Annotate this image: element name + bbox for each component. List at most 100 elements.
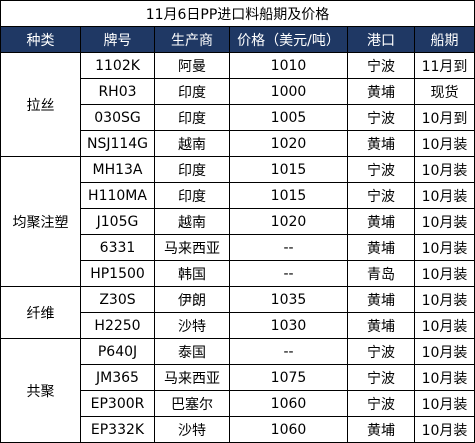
category-cell: 拉丝	[0, 52, 81, 157]
shipment-cell: 10月装	[413, 390, 475, 417]
header-row: 种类 牌号 生产商 价格（美元/吨） 港口 船期	[0, 26, 475, 53]
grade-cell: Z30S	[80, 286, 155, 313]
table-row: 纤维 Z30S 伊朗 1035 黄埔 10月装	[0, 286, 475, 339]
header-port: 港口	[347, 26, 415, 53]
shipment-cell: 10月装	[413, 156, 475, 183]
category-cell: 均聚注塑	[0, 156, 81, 287]
producer-cell: 阿曼	[154, 52, 230, 79]
shipment-cell: 10月装	[413, 364, 475, 391]
price-cell: 1030	[229, 312, 348, 339]
table-row: H110MA 印度 1015 宁波 10月装	[1, 182, 475, 209]
table-row: J105G 越南 1020 黄埔 10月装	[1, 208, 475, 235]
price-cell: 1035	[229, 286, 348, 313]
price-cell: 1000	[229, 78, 348, 105]
producer-cell: 泰国	[154, 338, 230, 365]
producer-cell: 印度	[154, 104, 230, 131]
table-row: HP1500 韩国 -- 青岛 10月装	[1, 260, 475, 287]
price-cell: 1060	[229, 416, 348, 443]
shipment-cell: 11月到	[413, 52, 475, 79]
port-cell: 黄埔	[347, 416, 415, 443]
port-cell: 黄埔	[347, 208, 415, 235]
table-row: JM365 马来西亚 1075 宁波 10月装	[1, 364, 475, 391]
grade-cell: J105G	[80, 208, 155, 235]
shipment-cell: 10月装	[413, 338, 475, 365]
price-cell: 1005	[229, 104, 348, 131]
producer-cell: 沙特	[154, 312, 230, 339]
port-cell: 宁波	[347, 182, 415, 209]
port-cell: 宁波	[347, 390, 415, 417]
producer-cell: 印度	[154, 156, 230, 183]
producer-cell: 印度	[154, 182, 230, 209]
category-cell: 纤维	[0, 286, 81, 339]
table-row: EP300R 巴塞尔 1060 宁波 10月装	[1, 390, 475, 417]
grade-cell: EP300R	[80, 390, 155, 417]
producer-cell: 越南	[154, 208, 230, 235]
port-cell: 黄埔	[347, 78, 415, 105]
table-row: 6331 马来西亚 -- 黄埔 10月装	[1, 234, 475, 261]
price-cell: 1015	[229, 156, 348, 183]
shipment-cell: 10月装	[413, 208, 475, 235]
grade-cell: RH03	[80, 78, 155, 105]
producer-cell: 伊朗	[154, 286, 230, 313]
grade-cell: EP332K	[80, 416, 155, 443]
port-cell: 宁波	[347, 338, 415, 365]
table-row: NSJ114G 越南 1020 黄埔 10月装	[1, 130, 475, 157]
price-cell: --	[229, 338, 348, 365]
shipment-cell: 10月装	[413, 130, 475, 157]
header-producer: 生产商	[154, 26, 230, 53]
table-row: 均聚注塑 MH13A 印度 1015 宁波 10月装	[0, 156, 475, 287]
grade-cell: 1102K	[80, 52, 155, 79]
producer-cell: 巴塞尔	[154, 390, 230, 417]
port-cell: 黄埔	[347, 286, 415, 313]
shipment-cell: 10月装	[413, 182, 475, 209]
grade-cell: JM365	[80, 364, 155, 391]
price-cell: --	[229, 260, 348, 287]
shipment-cell: 10月装	[413, 234, 475, 261]
producer-cell: 马来西亚	[154, 234, 230, 261]
port-cell: 黄埔	[347, 234, 415, 261]
grade-cell: MH13A	[80, 156, 155, 183]
grade-cell: H2250	[80, 312, 155, 339]
table-row: 拉丝 1102K 阿曼 1010 宁波 11月到	[0, 52, 475, 157]
port-cell: 黄埔	[347, 130, 415, 157]
grade-cell: NSJ114G	[80, 130, 155, 157]
grade-cell: 030SG	[80, 104, 155, 131]
port-cell: 宁波	[347, 52, 415, 79]
producer-cell: 马来西亚	[154, 364, 230, 391]
port-cell: 宁波	[347, 156, 415, 183]
table-row: 030SG 印度 1005 宁波 10月到	[1, 104, 475, 131]
table-row: H2250 沙特 1030 黄埔 10月装	[1, 312, 475, 339]
shipment-cell: 现货	[413, 78, 475, 105]
producer-cell: 沙特	[154, 416, 230, 443]
shipment-cell: 10月装	[413, 416, 475, 443]
shipment-cell: 10月装	[413, 312, 475, 339]
header-category: 种类	[0, 26, 81, 53]
header-price: 价格（美元/吨）	[229, 26, 348, 53]
shipment-cell: 10月到	[413, 104, 475, 131]
header-shipment: 船期	[413, 26, 475, 53]
price-cell: --	[229, 234, 348, 261]
table-body: 拉丝 1102K 阿曼 1010 宁波 11月到 RH03 印度 1000 黄埔 现货 030SG 印度…	[0, 52, 475, 443]
table-row: 共聚 P640J 泰国 -- 宁波 10月装	[0, 338, 475, 443]
producer-cell: 印度	[154, 78, 230, 105]
grade-cell: P640J	[80, 338, 155, 365]
port-cell: 宁波	[347, 104, 415, 131]
port-cell: 青岛	[347, 260, 415, 287]
price-cell: 1015	[229, 182, 348, 209]
grade-cell: 6331	[80, 234, 155, 261]
shipment-cell: 10月装	[413, 286, 475, 313]
header-grade: 牌号	[80, 26, 155, 53]
price-cell: 1075	[229, 364, 348, 391]
port-cell: 宁波	[347, 364, 415, 391]
grade-cell: HP1500	[80, 260, 155, 287]
producer-cell: 越南	[154, 130, 230, 157]
price-cell: 1010	[229, 52, 348, 79]
price-cell: 1020	[229, 130, 348, 157]
table-row: EP332K 沙特 1060 黄埔 10月装	[1, 416, 475, 443]
price-cell: 1020	[229, 208, 348, 235]
port-cell: 黄埔	[347, 312, 415, 339]
category-cell: 共聚	[0, 338, 81, 443]
shipment-cell: 10月装	[413, 260, 475, 287]
